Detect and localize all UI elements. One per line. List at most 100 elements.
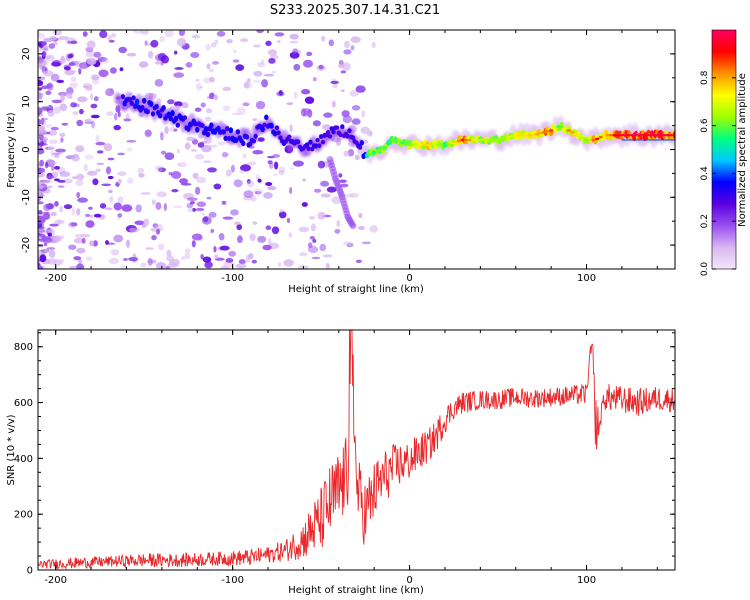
noise-blob: [303, 112, 309, 117]
noise-blob: [86, 170, 98, 176]
noise-blob: [265, 40, 272, 46]
spectrogram-ylabel: Frequency (Hz): [6, 112, 17, 188]
noise-blob: [344, 193, 355, 198]
noise-blob: [177, 38, 187, 47]
peak-blob: [538, 132, 543, 135]
noise-blob: [263, 192, 273, 199]
noise-blob: [207, 167, 217, 173]
noise-blob: [95, 141, 106, 146]
noise-blob: [55, 148, 66, 153]
noise-blob: [210, 229, 215, 233]
noise-blob: [49, 223, 59, 227]
noise-blob: [70, 76, 77, 83]
noise-blob: [298, 50, 301, 54]
noise-blob: [48, 139, 58, 145]
noise-blob: [69, 82, 79, 89]
noise-blob: [38, 185, 44, 189]
noise-blob: [106, 242, 116, 245]
noise-blob: [51, 166, 55, 171]
noise-blob: [171, 171, 182, 179]
noise-blob: [253, 70, 263, 77]
noise-blob: [317, 211, 326, 220]
noise-blob: [46, 229, 55, 233]
x-tick-label: -100: [221, 273, 244, 284]
noise-blob: [71, 207, 76, 216]
noise-blob: [161, 55, 169, 64]
noise-blob: [97, 56, 107, 62]
noise-blob: [57, 219, 61, 225]
snr-series-line: [38, 330, 675, 570]
noise-blob: [107, 175, 114, 180]
ridge-blob: [186, 126, 191, 132]
ridge-blob: [357, 145, 363, 150]
peak-blob: [633, 134, 639, 137]
noise-blob: [246, 179, 251, 185]
noise-blob: [164, 152, 175, 160]
ridge-blob: [295, 139, 301, 145]
noise-blob: [108, 39, 115, 43]
noise-blob: [257, 137, 265, 142]
noise-blob: [67, 40, 71, 44]
peak-blob: [548, 129, 554, 132]
noise-blob: [226, 39, 233, 44]
noise-blob: [89, 240, 95, 247]
noise-blob: [265, 182, 273, 186]
noise-blob: [278, 89, 283, 96]
noise-blob: [86, 40, 96, 49]
ridge-blob: [175, 122, 180, 128]
ridge-blob: [241, 140, 246, 147]
peak-blob: [432, 143, 437, 146]
y-tick-label: 0: [27, 566, 33, 577]
noise-blob: [105, 88, 115, 97]
noise-blob: [59, 258, 65, 264]
noise-blob: [326, 186, 337, 193]
noise-blob: [38, 79, 44, 87]
ridge-blob: [315, 137, 320, 143]
noise-blob: [232, 59, 240, 63]
noise-blob: [93, 96, 99, 102]
peak-blob: [442, 143, 448, 146]
noise-blob: [71, 155, 80, 162]
noise-blob: [271, 70, 277, 75]
noise-blob: [78, 257, 82, 266]
noise-blob: [289, 187, 293, 194]
noise-blob: [39, 179, 51, 183]
peak-blob: [481, 138, 487, 142]
noise-blob: [41, 41, 47, 46]
peak-blob: [665, 134, 671, 137]
noise-blob: [132, 253, 137, 260]
peak-blob: [403, 142, 409, 145]
noise-blob: [47, 130, 58, 136]
peak-blob: [421, 143, 426, 146]
peak-blob: [651, 134, 656, 137]
colorbar-gradient: [711, 29, 737, 270]
ridge-blob: [340, 124, 345, 130]
noise-blob: [231, 112, 242, 116]
noise-blob: [292, 48, 299, 54]
noise-blob: [144, 129, 152, 137]
ridge-blob: [318, 134, 324, 140]
noise-blob: [195, 82, 202, 91]
noise-blob: [289, 124, 293, 133]
noise-blob: [213, 183, 222, 190]
noise-blob: [167, 99, 175, 105]
noise-blob: [268, 58, 276, 64]
colorbar-tick-label: 0.8: [700, 70, 710, 85]
noise-blob: [277, 40, 281, 43]
noise-blob: [38, 94, 43, 103]
noise-blob: [76, 191, 81, 199]
peak-blob: [485, 138, 490, 142]
peak-blob: [658, 134, 663, 137]
noise-blob: [267, 49, 278, 56]
peak-blob: [672, 134, 675, 137]
noise-blob: [225, 258, 234, 263]
ridge-blob: [140, 105, 145, 111]
snr-panel: -200 -100 0 100 0 200 400 600 800 Height of stra…: [6, 329, 676, 596]
noise-blob: [218, 233, 225, 241]
noise-blob: [38, 55, 43, 62]
noise-blob: [78, 174, 85, 180]
noise-blob: [82, 31, 88, 37]
peak-blob: [591, 138, 596, 142]
noise-blob: [311, 256, 321, 260]
noise-blob: [157, 164, 163, 173]
